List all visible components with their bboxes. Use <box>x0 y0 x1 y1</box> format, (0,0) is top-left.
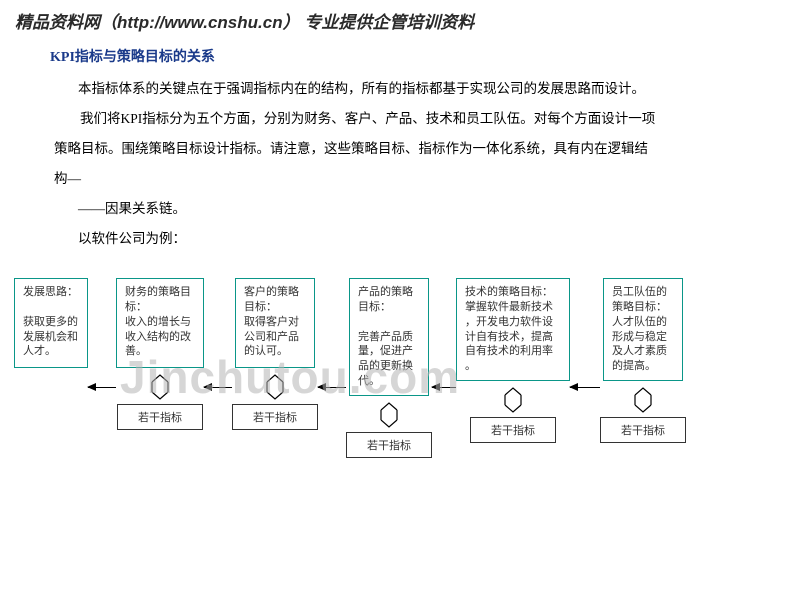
node-box-product: 产品的策略 目标： 完善产品质 量，促进产 品的更新换 代。 <box>349 278 429 396</box>
page-title: KPI指标与策略目标的关系 <box>50 46 215 66</box>
node-box-tech: 技术的策略目标： 掌握软件最新技术 ，开发电力软件设 计自有技术，提高 自有技术… <box>456 278 570 381</box>
updown-arrow-icon <box>260 374 290 400</box>
updown-arrow-icon <box>498 387 528 413</box>
arrow-left-icon <box>570 387 600 388</box>
indicator-box-customer: 若干指标 <box>232 404 318 430</box>
updown-arrow-icon <box>374 402 404 428</box>
node-box-dev: 发展思路： 获取更多的 发展机会和 人才。 <box>14 278 88 368</box>
arrow-left-icon <box>432 387 456 388</box>
arrow-left-icon <box>88 387 116 388</box>
site-header: 精品资料网（http://www.cnshu.cn） 专业提供企管培训资料 <box>15 8 474 33</box>
arrow-left-icon <box>318 387 346 388</box>
indicator-box-tech: 若干指标 <box>470 417 556 443</box>
flow-node-dev: 发展思路： 获取更多的 发展机会和 人才。 <box>14 278 88 368</box>
paragraph-6: 以软件公司为例： <box>78 228 186 250</box>
paragraph-5: ——因果关系链。 <box>78 198 186 220</box>
flow-node-staff: 员工队伍的 策略目标： 人才队伍的 形成与稳定 及人才素质 的提高。 若干指标 <box>600 278 686 443</box>
arrow-left-icon <box>204 387 232 388</box>
paragraph-2: 我们将KPI指标分为五个方面，分别为财务、客户、产品、技术和员工队伍。对每个方面… <box>80 108 655 130</box>
indicator-box-finance: 若干指标 <box>117 404 203 430</box>
updown-arrow-icon <box>145 374 175 400</box>
paragraph-3: 策略目标。围绕策略目标设计指标。请注意，这些策略目标、指标作为一体化系统，具有内… <box>54 138 648 160</box>
indicator-box-product: 若干指标 <box>346 432 432 458</box>
node-box-finance: 财务的策略目 标： 收入的增长与 收入结构的改 善。 <box>116 278 204 368</box>
node-box-staff: 员工队伍的 策略目标： 人才队伍的 形成与稳定 及人才素质 的提高。 <box>603 278 683 381</box>
flow-node-product: 产品的策略 目标： 完善产品质 量，促进产 品的更新换 代。 若干指标 <box>346 278 432 458</box>
flow-node-tech: 技术的策略目标： 掌握软件最新技术 ，开发电力软件设 计自有技术，提高 自有技术… <box>456 278 570 443</box>
paragraph-4: 构— <box>54 168 81 190</box>
indicator-box-staff: 若干指标 <box>600 417 686 443</box>
node-box-customer: 客户的策略 目标： 取得客户对 公司和产品 的认可。 <box>235 278 315 368</box>
updown-arrow-icon <box>628 387 658 413</box>
kpi-flowchart: 发展思路： 获取更多的 发展机会和 人才。财务的策略目 标： 收入的增长与 收入… <box>0 278 800 458</box>
flow-node-finance: 财务的策略目 标： 收入的增长与 收入结构的改 善。 若干指标 <box>116 278 204 430</box>
paragraph-1: 本指标体系的关键点在于强调指标内在的结构，所有的指标都基于实现公司的发展思路而设… <box>78 78 645 100</box>
flow-node-customer: 客户的策略 目标： 取得客户对 公司和产品 的认可。 若干指标 <box>232 278 318 430</box>
